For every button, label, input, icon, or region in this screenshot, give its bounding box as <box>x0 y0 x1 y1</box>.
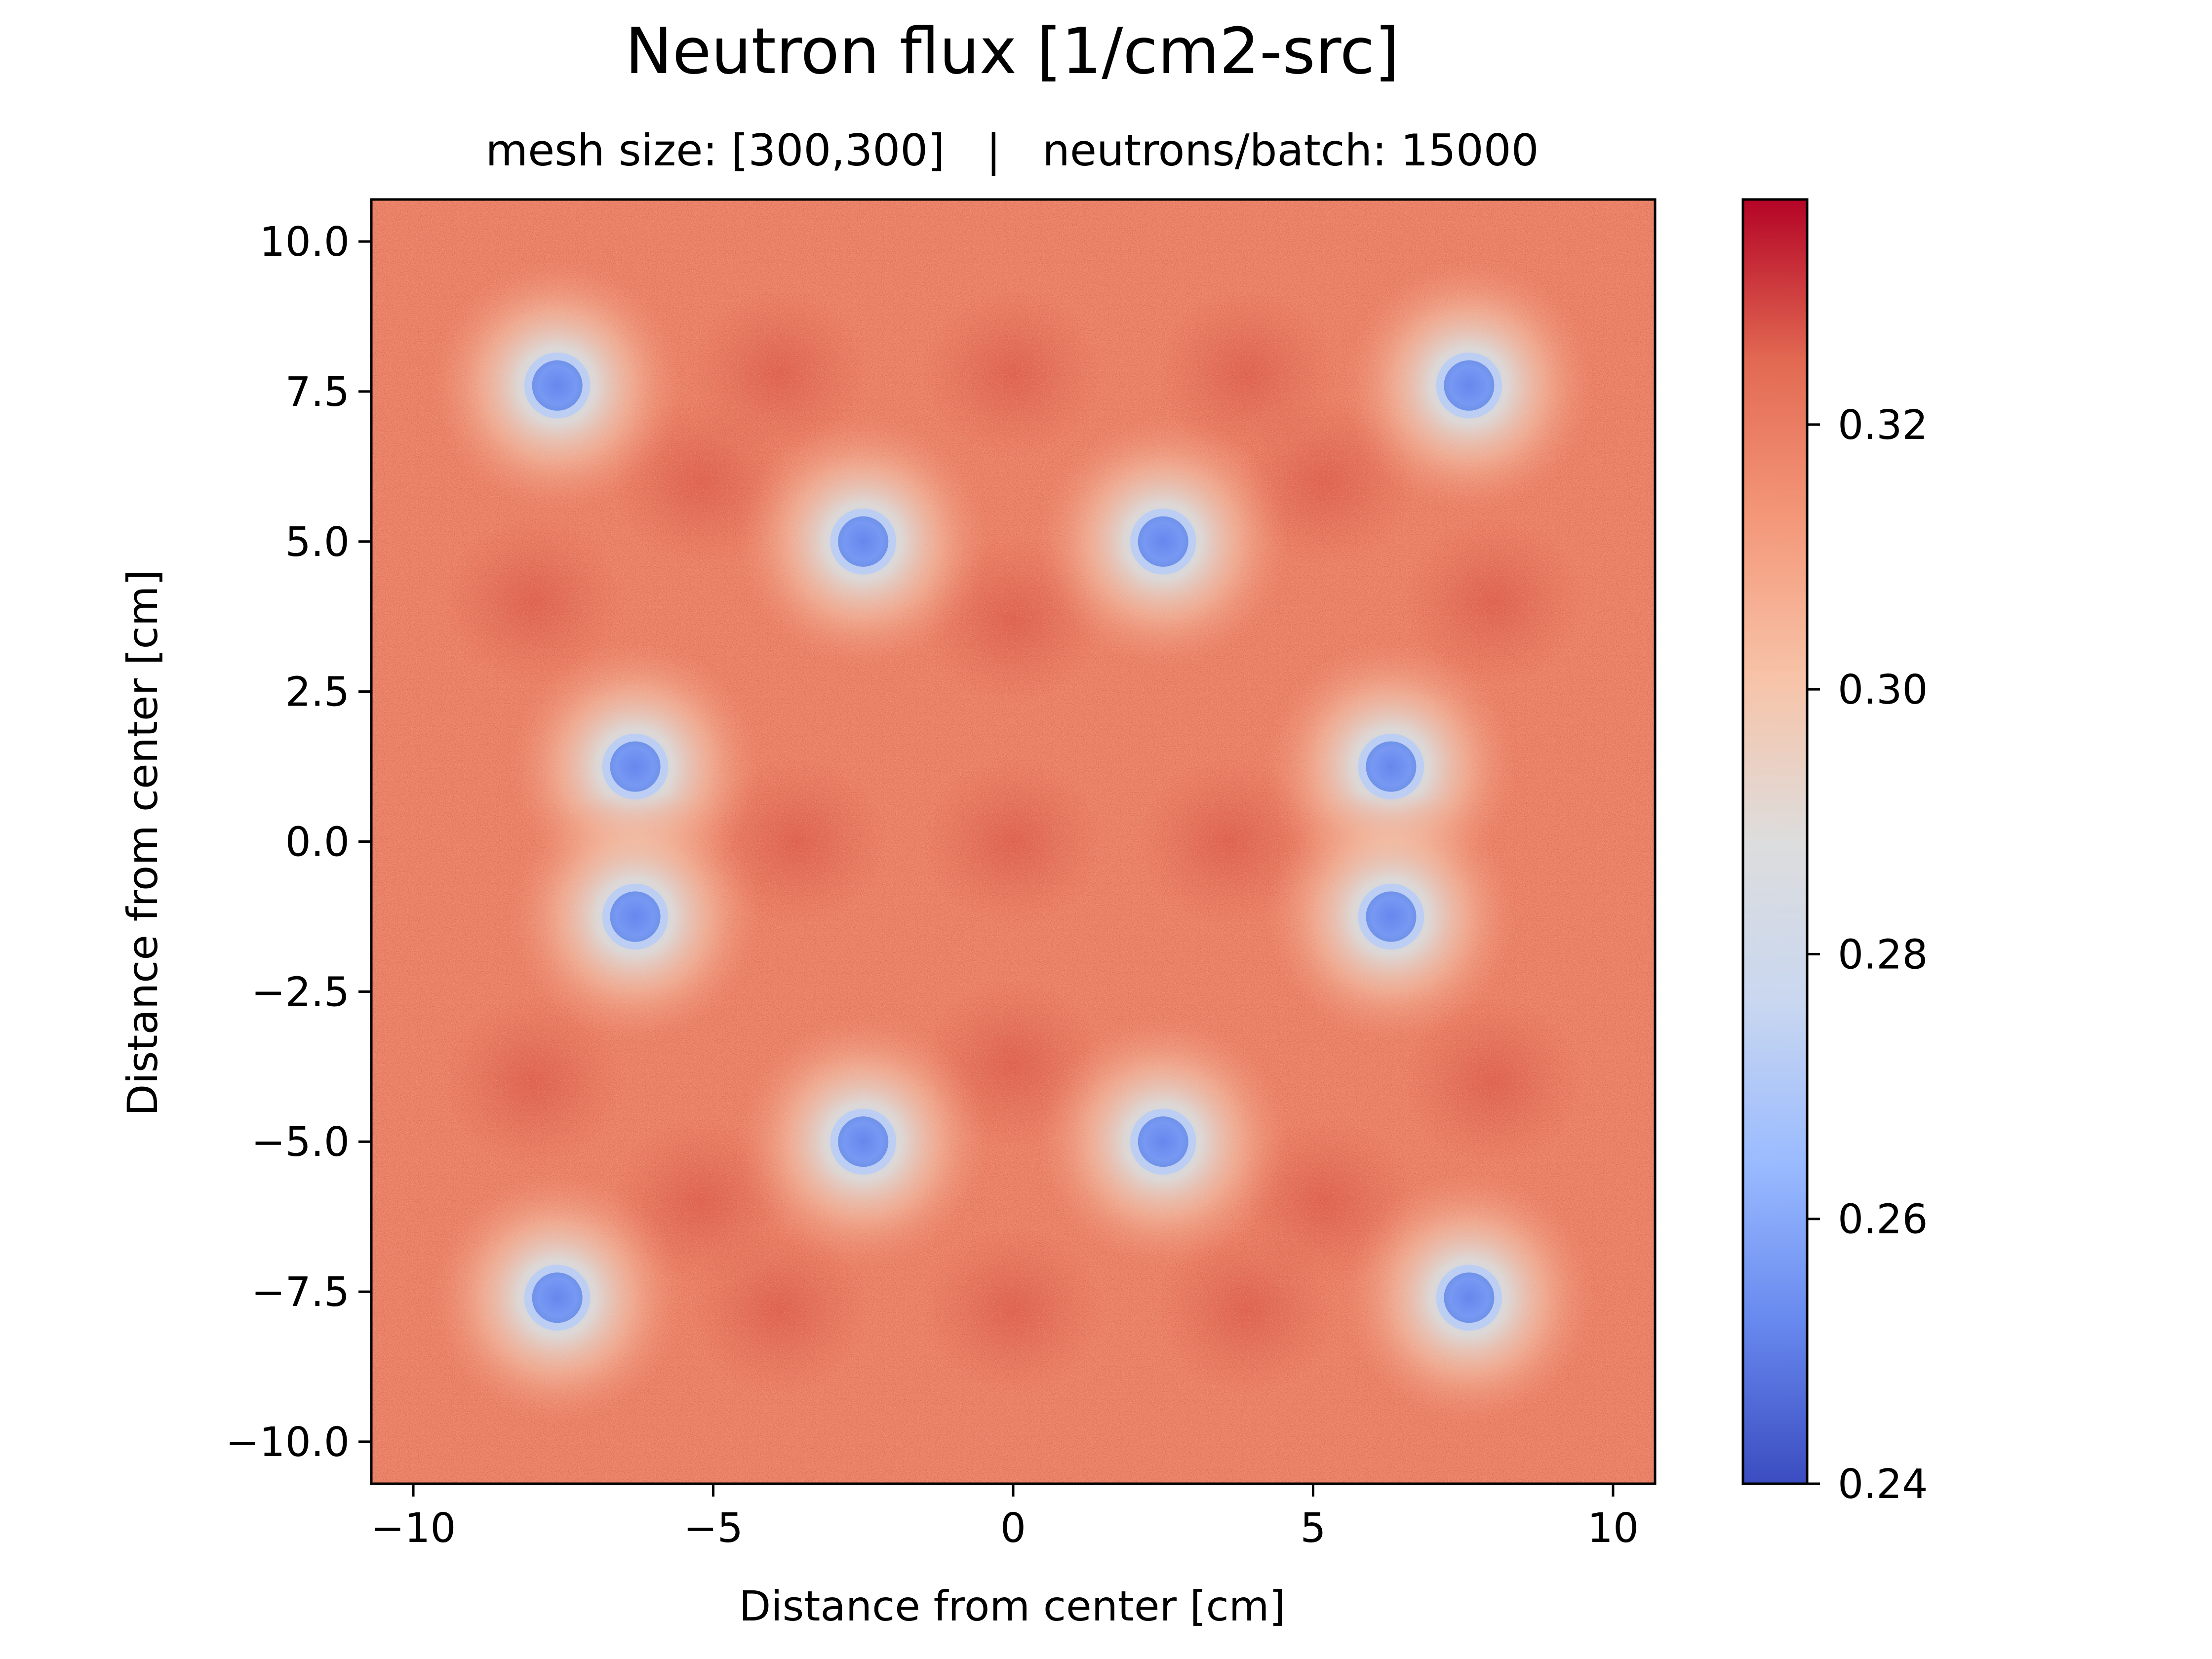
colorbar-tick-label: 0.26 <box>1838 1196 1928 1243</box>
x-tick-label: 5 <box>1300 1505 1326 1552</box>
x-tick-label: 10 <box>1587 1505 1639 1552</box>
colorbar: 0.24 0.26 0.28 0.30 0.32 <box>1741 198 1928 1508</box>
absorber-core <box>1138 516 1188 567</box>
y-tick-label: −10.0 <box>226 1419 350 1466</box>
y-tick-label: 0.0 <box>285 819 350 866</box>
absorber-core <box>610 741 661 792</box>
colorbar-tick-label: 0.24 <box>1838 1461 1928 1508</box>
colorbar-tick-label: 0.28 <box>1838 931 1928 978</box>
absorber-core <box>838 516 889 567</box>
colorbar-gradient <box>1741 198 1809 1485</box>
y-tick-label: 7.5 <box>285 369 350 416</box>
absorber-core <box>1366 891 1417 942</box>
heatmap-plot-area <box>371 199 1655 1484</box>
y-tick-label: 10.0 <box>259 219 350 266</box>
chart-title: Neutron flux [1/cm2-src] <box>625 15 1399 88</box>
absorber-core <box>1444 360 1495 411</box>
absorber-core <box>1444 1272 1495 1323</box>
colorbar-tick-label: 0.32 <box>1838 402 1928 449</box>
absorber-core <box>838 1116 889 1167</box>
y-tick-label: 2.5 <box>285 669 350 716</box>
y-tick-label: −2.5 <box>251 969 350 1016</box>
absorber-core <box>1366 741 1417 792</box>
absorber-core <box>1138 1116 1188 1167</box>
y-tick-label: 5.0 <box>285 519 350 566</box>
y-tick-label: −5.0 <box>251 1119 350 1166</box>
y-axis: 10.0 7.5 5.0 2.5 0.0 −2.5 −5.0 −7.5 −10.0 <box>226 219 371 1466</box>
x-axis: −10 −5 0 5 10 <box>371 1484 1639 1552</box>
colorbar-ticks: 0.24 0.26 0.28 0.30 0.32 <box>1807 402 1928 1508</box>
absorber-core <box>532 360 583 411</box>
y-tick-label: −7.5 <box>251 1269 350 1316</box>
absorber-core <box>532 1272 583 1323</box>
x-tick-label: 0 <box>1000 1505 1026 1552</box>
x-tick-label: −10 <box>371 1505 456 1552</box>
absorber-core <box>610 891 661 942</box>
x-tick-label: −5 <box>683 1505 743 1552</box>
x-axis-label: Distance from center [cm] <box>739 1582 1286 1630</box>
colorbar-tick-label: 0.30 <box>1838 667 1928 713</box>
chart-subtitle: mesh size: [300,300] | neutrons/batch: 1… <box>485 125 1539 176</box>
y-axis-label: Distance from center [cm] <box>118 570 167 1116</box>
